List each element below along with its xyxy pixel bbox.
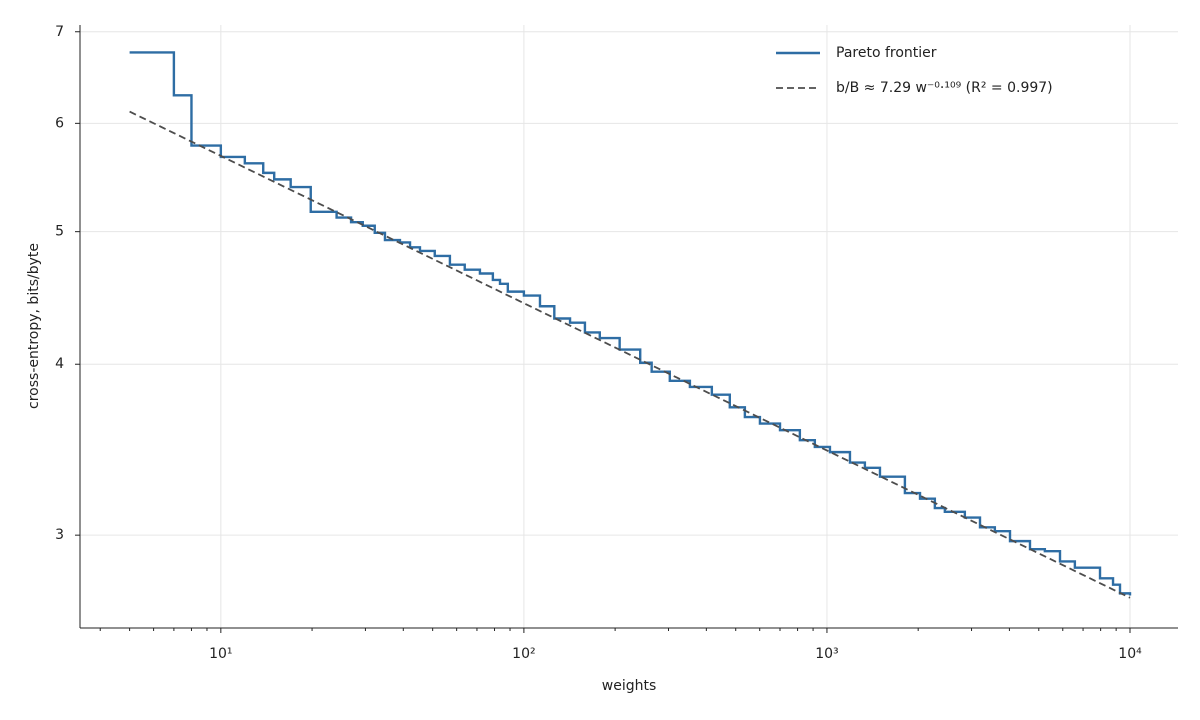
x-tick-label: 10¹ <box>209 646 232 662</box>
y-axis-label: cross-entropy, bits/byte <box>26 243 42 409</box>
x-axis-label: weights <box>602 678 657 694</box>
legend-label: b/B ≈ 7.29 w⁻⁰·¹⁰⁹ (R² = 0.997) <box>836 80 1053 96</box>
legend-label: Pareto frontier <box>836 45 937 61</box>
y-tick-label: 4 <box>55 356 64 372</box>
y-tick-label: 7 <box>55 24 64 40</box>
x-tick-label: 10³ <box>815 646 838 662</box>
y-tick-label: 3 <box>55 527 64 543</box>
series-line <box>129 51 1132 596</box>
y-tick-label: 6 <box>55 115 64 131</box>
x-tick-label: 10⁴ <box>1118 646 1142 662</box>
y-tick-label: 5 <box>55 224 64 240</box>
series-line <box>129 110 1131 599</box>
x-tick-label: 10² <box>512 646 535 662</box>
